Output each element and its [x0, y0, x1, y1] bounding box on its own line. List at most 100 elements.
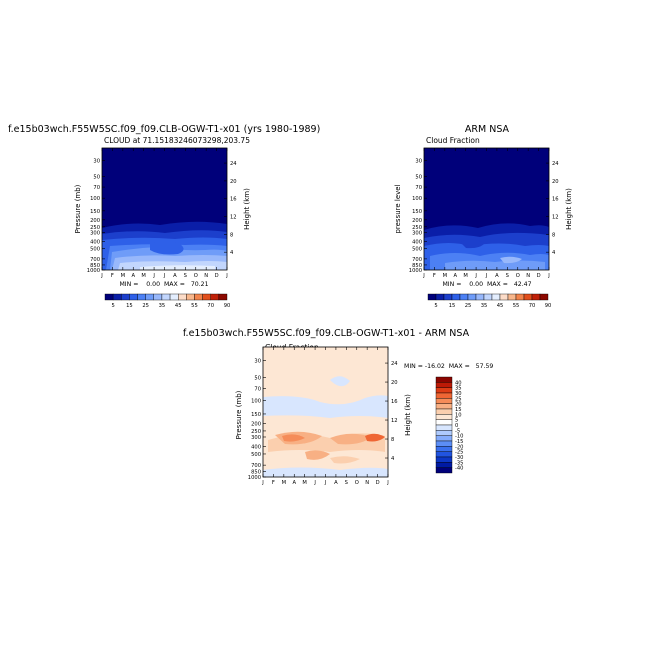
- colorbar-box: [531, 293, 541, 301]
- colorbar-box: [475, 293, 485, 301]
- y-tick-label: 500: [412, 246, 422, 252]
- panel2-ylabel: pressure level: [394, 184, 402, 233]
- y-tick-label: 250: [90, 225, 100, 231]
- colorbar-box: [435, 293, 445, 301]
- colorbar-label: 15: [455, 407, 462, 413]
- colorbar-label: 15: [449, 303, 456, 309]
- colorbar-box: [435, 462, 453, 468]
- x-tick-label: J: [485, 273, 488, 279]
- y-tick-label: 200: [412, 218, 422, 224]
- y-tick-label: 250: [412, 225, 422, 231]
- colorbar-box: [539, 293, 549, 301]
- colorbar-box: [523, 293, 533, 301]
- panel2-field: [424, 148, 549, 270]
- colorbar-label: 5: [111, 303, 114, 309]
- y-tick-label-right: 12: [230, 215, 237, 221]
- main-title-bottom: f.e15b03wch.F55W5SC.f09_f09.CLB-OGW-T1-x…: [183, 328, 470, 339]
- x-tick-label: F: [111, 273, 114, 279]
- y-tick-label-right: 8: [391, 437, 394, 443]
- colorbar-box: [435, 414, 453, 420]
- y-tick-label-right: 12: [552, 215, 559, 221]
- y-tick-label-right: 4: [230, 250, 234, 256]
- y-tick-label-right: 16: [230, 197, 237, 203]
- colorbar-label: 45: [497, 303, 504, 309]
- y-tick-label-right: 24: [552, 161, 559, 167]
- y-tick-label: 50: [93, 175, 100, 181]
- y-tick-label: 70: [254, 387, 261, 393]
- colorbar-label: 45: [175, 303, 182, 309]
- colorbar-box: [435, 403, 453, 410]
- colorbar-box: [435, 387, 453, 394]
- y-tick-label: 1000: [87, 268, 100, 274]
- colorbar-box: [435, 398, 453, 404]
- colorbar-label: 5: [455, 418, 458, 424]
- y-tick-label: 850: [90, 263, 100, 269]
- y-tick-label-right: 4: [391, 456, 395, 462]
- y-tick-label: 100: [90, 196, 100, 202]
- y-tick-label: 100: [412, 196, 422, 202]
- x-tick-label: J: [163, 273, 166, 279]
- colorbar-label: 70: [529, 303, 536, 309]
- main-title-top: f.e15b03wch.F55W5SC.f09_f09.CLB-OGW-T1-x…: [8, 124, 320, 135]
- colorbar-box: [202, 293, 211, 301]
- x-tick-label: J: [261, 480, 264, 486]
- x-tick-label: N: [526, 273, 530, 279]
- colorbar-box: [507, 293, 517, 301]
- colorbar-box: [210, 293, 220, 301]
- panel1-y-ticks-right: 24 20 16 12 8 4: [224, 161, 237, 256]
- x-tick-label: A: [173, 273, 177, 279]
- y-tick-label: 500: [251, 452, 261, 458]
- colorbar-label: 40: [455, 380, 462, 386]
- y-tick-label-right: 8: [552, 232, 555, 238]
- colorbar-box: [137, 293, 146, 301]
- colorbar-box: [145, 293, 155, 301]
- colorbar-box: [435, 424, 453, 431]
- panel1-ylabel: Pressure (mb): [74, 184, 82, 233]
- y-tick-label: 850: [251, 470, 261, 476]
- panel2-minmax: MIN = 0.00 MAX = 42.47: [442, 281, 531, 288]
- y-tick-label: 700: [90, 257, 100, 263]
- x-tick-label: A: [131, 273, 135, 279]
- colorbar-label: -10: [455, 434, 463, 440]
- colorbar-box: [194, 293, 203, 301]
- panel3-y-ticks-right: 24 20 16 12 8 4: [385, 361, 398, 462]
- panel1-minmax: MIN = 0.00 MAX = 70.21: [119, 281, 208, 288]
- colorbar-box: [129, 293, 138, 301]
- colorbar-label: 35: [455, 386, 462, 392]
- colorbar-label: -15: [455, 439, 463, 445]
- colorbar-box: [186, 293, 195, 301]
- colorbar-box: [435, 392, 453, 399]
- colorbar-box: [435, 382, 453, 388]
- x-tick-label: J: [386, 480, 389, 486]
- x-tick-label: M: [141, 273, 145, 279]
- colorbar-label: 15: [126, 303, 133, 309]
- y-tick-label-right: 24: [391, 361, 398, 367]
- y-tick-label: 500: [90, 246, 100, 252]
- y-tick-label: 700: [251, 463, 261, 469]
- colorbar-box: [443, 293, 453, 301]
- colorbar-box: [177, 293, 187, 301]
- y-tick-label-right: 8: [230, 232, 233, 238]
- x-tick-label: J: [422, 273, 425, 279]
- y-tick-label: 400: [90, 239, 100, 245]
- colorbar-box: [435, 456, 453, 463]
- colorbar-label: 30: [455, 391, 462, 397]
- y-tick-label-right: 12: [391, 418, 398, 424]
- colorbar-box: [515, 293, 525, 301]
- y-tick-label: 70: [415, 185, 422, 191]
- colorbar-box: [121, 293, 130, 301]
- x-tick-label: A: [495, 273, 499, 279]
- y-tick-label: 250: [251, 429, 261, 435]
- panel2-ylabel-right: Height (km): [565, 188, 573, 230]
- colorbar-box: [435, 435, 453, 442]
- x-tick-label: A: [292, 480, 296, 486]
- colorbar-box: [451, 293, 461, 301]
- colorbar-label: 25: [455, 396, 462, 402]
- colorbar-label: 20: [455, 402, 462, 408]
- x-tick-label: J: [225, 273, 228, 279]
- panel2-colorbar: 5 15 25 35 45 55 70 90: [427, 293, 551, 309]
